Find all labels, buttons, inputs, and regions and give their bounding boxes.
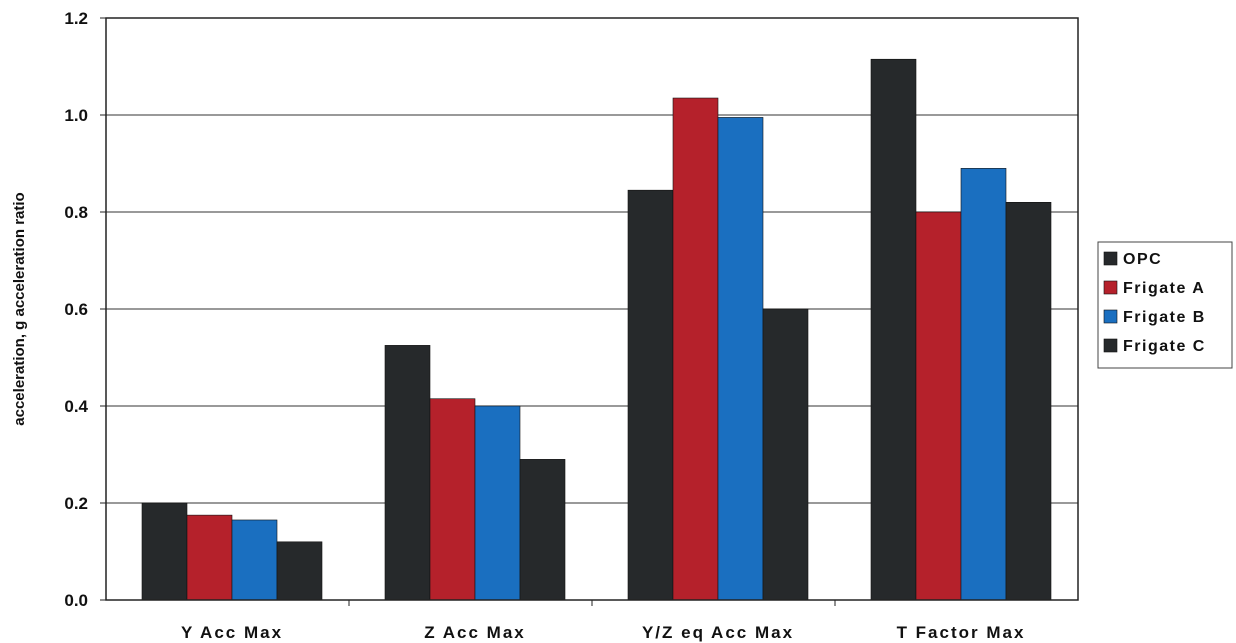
x-category-label: Y Acc Max (181, 623, 283, 642)
legend-swatch (1103, 338, 1118, 353)
bar-frigate-b-4 (960, 168, 1007, 601)
bars (141, 58, 1052, 601)
x-category-label: Z Acc Max (424, 623, 525, 642)
x-category-label: Y/Z eq Acc Max (642, 623, 794, 642)
y-tick-label: 1.2 (64, 9, 88, 28)
legend-label: Frigate B (1123, 309, 1206, 326)
bar-opc-2 (384, 345, 431, 601)
bar-frigate-a-1 (186, 514, 233, 601)
bar-frigate-b-1 (231, 519, 278, 601)
legend-label: Frigate C (1123, 338, 1206, 355)
y-tick-label: 0.6 (64, 300, 88, 319)
y-tick-label: 0.8 (64, 203, 88, 222)
bar-frigate-b-2 (474, 405, 521, 601)
legend-frame (1097, 241, 1233, 369)
bar-frigate-a-2 (429, 398, 476, 601)
legend-label: Frigate A (1123, 280, 1205, 297)
bar-frigate-a-3 (672, 97, 719, 601)
bar-opc-1 (141, 502, 188, 601)
y-tick-label: 0.2 (64, 494, 88, 513)
bar-frigate-c-2 (519, 459, 566, 601)
x-category-label: T Factor Max (897, 623, 1026, 642)
bar-opc-4 (870, 58, 917, 601)
legend-label: OPC (1123, 251, 1162, 268)
legend-swatch (1103, 251, 1118, 266)
bar-frigate-c-4 (1005, 202, 1052, 601)
bar-opc-3 (627, 189, 674, 601)
bar-frigate-c-1 (276, 541, 323, 601)
y-tick-label: 1.0 (64, 106, 88, 125)
y-tick-label: 0.0 (64, 591, 88, 610)
y-axis-ticks: 0.0 0.2 0.4 0.6 0.8 1.0 1.2 (64, 9, 106, 610)
bar-frigate-a-4 (915, 211, 962, 601)
legend-swatch (1103, 309, 1118, 324)
bar-frigate-b-3 (717, 117, 764, 601)
legend-swatch (1103, 280, 1118, 295)
y-axis-title: acceleration, g acceleration ratio (11, 192, 28, 425)
y-tick-label: 0.4 (64, 397, 88, 416)
x-axis-categories: Y Acc Max Z Acc Max Y/Z eq Acc Max T Factor… (181, 600, 1026, 642)
bar-frigate-c-3 (762, 308, 809, 601)
legend: OPC Frigate A Frigate B Frigate C (1097, 241, 1233, 369)
